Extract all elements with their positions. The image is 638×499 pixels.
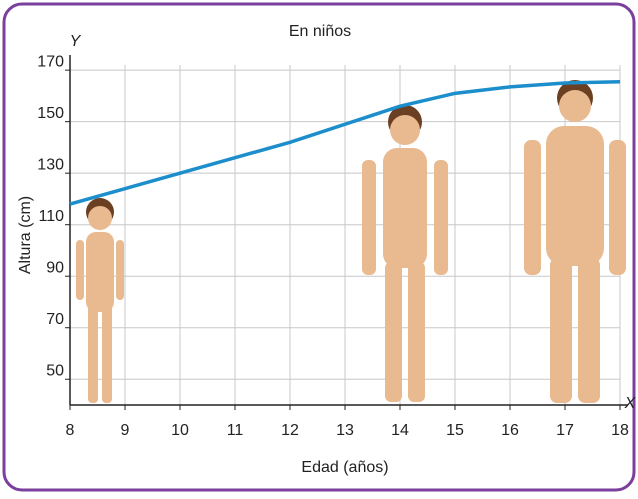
child-figure xyxy=(76,198,124,403)
x-axis-name: X xyxy=(624,395,637,412)
x-tick-label: 11 xyxy=(227,422,244,439)
data-line xyxy=(69,79,621,206)
x-tick-label: 8 xyxy=(66,422,75,439)
y-tick-label: 150 xyxy=(37,105,64,122)
x-tick-label: 12 xyxy=(281,422,299,439)
x-tick-label: 16 xyxy=(501,422,519,439)
figures xyxy=(76,80,626,403)
chart-title: En niños xyxy=(289,23,351,40)
x-tick-label: 17 xyxy=(556,422,574,439)
x-tick-label: 15 xyxy=(446,422,464,439)
y-tick-label: 50 xyxy=(46,362,64,379)
y-tick-label: 110 xyxy=(38,208,64,225)
x-axis-label: Edad (años) xyxy=(301,459,388,476)
x-tick-label: 14 xyxy=(391,422,409,439)
y-axis-name: Y xyxy=(70,33,82,50)
adult-figure xyxy=(524,80,626,403)
x-tick-label: 13 xyxy=(336,422,354,439)
y-tick-label: 70 xyxy=(46,311,64,328)
y-tick-label: 170 xyxy=(37,53,64,70)
y-tick-label: 90 xyxy=(46,259,64,276)
x-tick-label: 9 xyxy=(121,422,130,439)
teen-figure xyxy=(362,105,448,402)
frame xyxy=(2,2,636,492)
y-tick-label: 130 xyxy=(37,156,64,173)
x-tick-label: 18 xyxy=(611,422,629,439)
y-axis-label: Altura (cm) xyxy=(17,196,34,274)
x-tick-label: 10 xyxy=(171,422,189,439)
